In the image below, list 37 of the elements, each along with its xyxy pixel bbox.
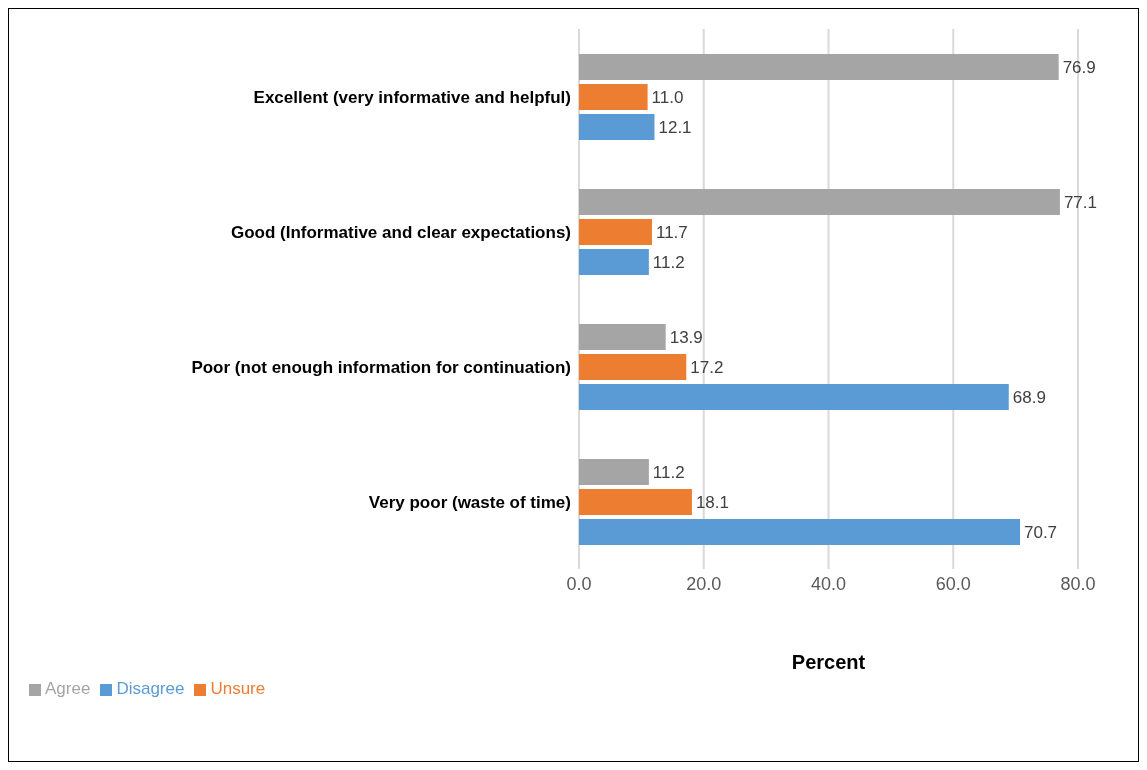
bar: [579, 114, 655, 140]
bar: [579, 519, 1020, 545]
x-axis-title: Percent: [791, 651, 866, 673]
bar: [579, 324, 666, 350]
bar: [579, 249, 649, 275]
bar: [579, 189, 1060, 215]
x-tick-label: 20.0: [686, 573, 722, 594]
data-label: 76.9: [1062, 58, 1096, 77]
data-label: 11.0: [651, 88, 684, 107]
x-tick-label: 80.0: [1060, 573, 1096, 594]
bar: [579, 459, 649, 485]
y-tick-label: Good (Informative and clear expectations): [230, 222, 571, 242]
data-label: 11.2: [652, 253, 685, 272]
x-tick-label: 60.0: [935, 573, 971, 594]
y-tick-label: Poor (not enough information for continuation): [191, 357, 571, 377]
bar: [579, 84, 648, 110]
data-label: 70.7: [1023, 523, 1058, 542]
x-tick-label: 40.0: [810, 573, 847, 594]
data-label: 68.9: [1012, 388, 1046, 407]
data-label: 11.2: [652, 463, 685, 482]
y-tick-label: Excellent (very informative and helpful): [253, 87, 571, 107]
legend-label: Unsure: [210, 679, 266, 698]
data-label: 17.2: [690, 358, 724, 377]
x-tick-label: 0.0: [566, 573, 592, 594]
data-label: 77.1: [1063, 193, 1098, 212]
bar: [579, 384, 1009, 410]
data-label: 11.7: [655, 223, 688, 242]
bar: [579, 219, 652, 245]
bar: [579, 54, 1059, 80]
bar: [579, 354, 687, 380]
data-label: 18.1: [695, 493, 729, 512]
data-label: 12.1: [658, 118, 692, 137]
bar: [579, 489, 692, 515]
legend-label: Agree: [45, 679, 91, 698]
legend-label: Disagree: [116, 679, 185, 698]
data-label: 13.9: [669, 328, 703, 347]
y-tick-label: Very poor (waste of time): [368, 492, 571, 512]
